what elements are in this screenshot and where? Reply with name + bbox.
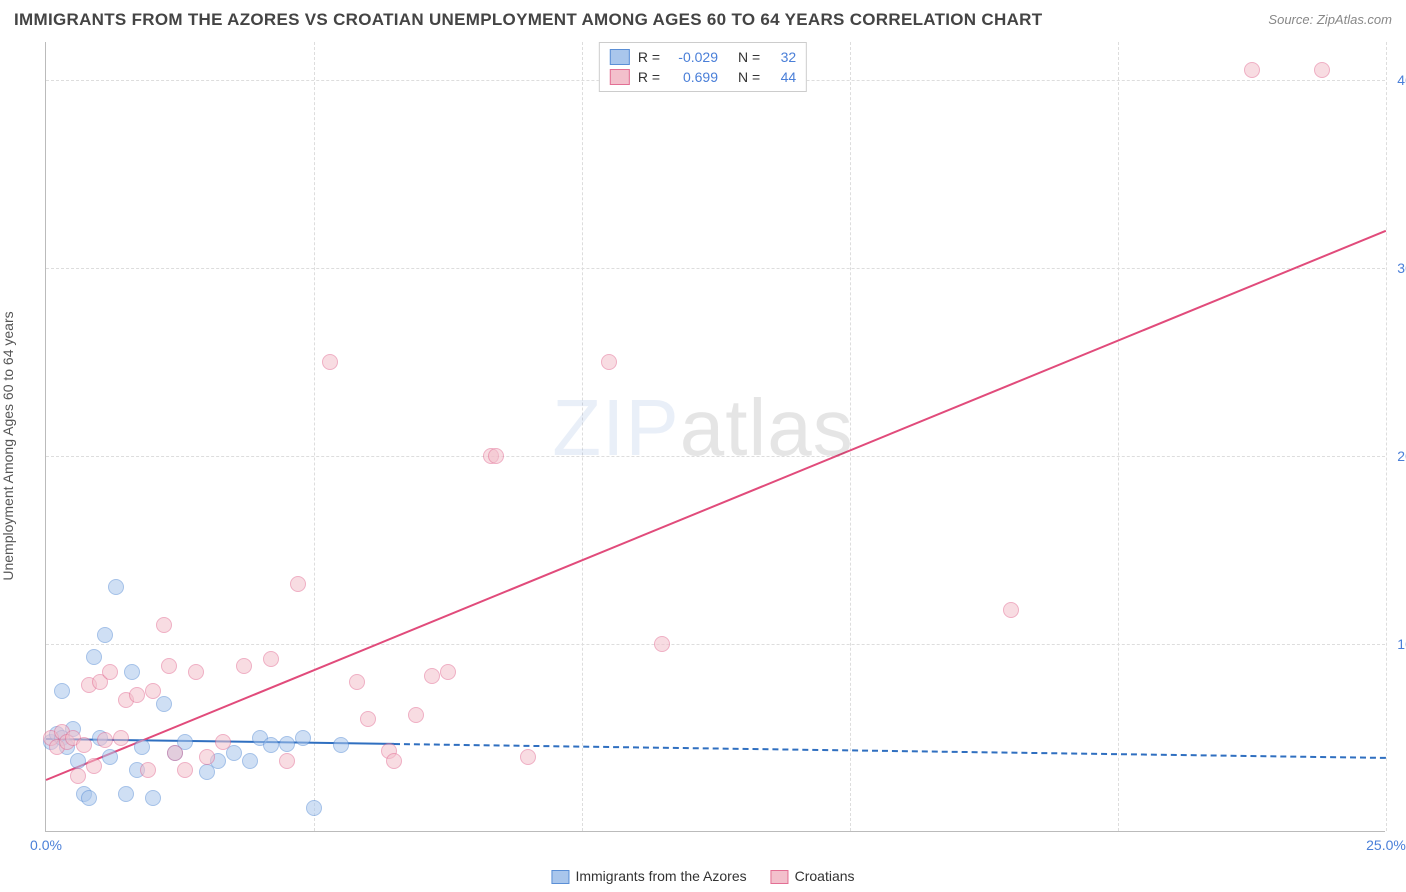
chart-title: IMMIGRANTS FROM THE AZORES VS CROATIAN U… <box>14 10 1042 30</box>
data-point <box>263 651 279 667</box>
gridline-v <box>314 42 315 831</box>
data-point <box>156 617 172 633</box>
source-attribution: Source: ZipAtlas.com <box>1268 12 1392 27</box>
data-point <box>349 674 365 690</box>
data-point <box>86 758 102 774</box>
data-point <box>601 354 617 370</box>
data-point <box>440 664 456 680</box>
legend-label: Immigrants from the Azores <box>575 868 746 884</box>
legend-item: Croatians <box>771 868 855 884</box>
x-tick-label: 0.0% <box>30 837 62 853</box>
data-point <box>140 762 156 778</box>
legend-item: Immigrants from the Azores <box>551 868 746 884</box>
data-point <box>1244 62 1260 78</box>
data-point <box>81 790 97 806</box>
data-point <box>70 753 86 769</box>
y-tick-label: 10.0% <box>1397 636 1406 652</box>
data-point <box>177 762 193 778</box>
data-point <box>488 448 504 464</box>
y-tick-label: 40.0% <box>1397 72 1406 88</box>
data-point <box>1003 602 1019 618</box>
data-point <box>520 749 536 765</box>
trend-line <box>46 230 1387 781</box>
gridline-h <box>46 268 1385 269</box>
data-point <box>102 664 118 680</box>
data-point <box>360 711 376 727</box>
y-tick-label: 20.0% <box>1397 448 1406 464</box>
data-point <box>161 658 177 674</box>
data-point <box>333 737 349 753</box>
gridline-v <box>850 42 851 831</box>
gridline-h <box>46 644 1385 645</box>
legend-label: Croatians <box>795 868 855 884</box>
scatter-chart: 10.0%20.0%30.0%40.0%0.0%25.0% <box>45 42 1385 832</box>
data-point <box>129 687 145 703</box>
r-label: R = <box>638 49 660 65</box>
r-value: 0.699 <box>668 69 718 85</box>
data-point <box>306 800 322 816</box>
data-point <box>167 745 183 761</box>
data-point <box>118 786 134 802</box>
data-point <box>113 730 129 746</box>
data-point <box>322 354 338 370</box>
n-value: 32 <box>768 49 796 65</box>
data-point <box>145 683 161 699</box>
data-point <box>279 753 295 769</box>
data-point <box>145 790 161 806</box>
data-point <box>54 683 70 699</box>
legend-row: R = -0.029 N = 32 <box>610 47 796 67</box>
data-point <box>108 579 124 595</box>
data-point <box>215 734 231 750</box>
data-point <box>424 668 440 684</box>
gridline-v <box>582 42 583 831</box>
data-point <box>199 749 215 765</box>
data-point <box>654 636 670 652</box>
n-value: 44 <box>768 69 796 85</box>
data-point <box>290 576 306 592</box>
legend-row: R = 0.699 N = 44 <box>610 67 796 87</box>
data-point <box>408 707 424 723</box>
gridline-v <box>1118 42 1119 831</box>
data-point <box>97 627 113 643</box>
data-point <box>242 753 258 769</box>
trend-line <box>394 743 1386 759</box>
n-label: N = <box>738 69 760 85</box>
legend-swatch <box>610 49 630 65</box>
data-point <box>70 768 86 784</box>
data-point <box>188 664 204 680</box>
data-point <box>263 737 279 753</box>
legend-swatch <box>610 69 630 85</box>
x-tick-label: 25.0% <box>1366 837 1406 853</box>
n-label: N = <box>738 49 760 65</box>
y-axis-label: Unemployment Among Ages 60 to 64 years <box>0 311 16 580</box>
data-point <box>156 696 172 712</box>
r-value: -0.029 <box>668 49 718 65</box>
data-point <box>86 649 102 665</box>
gridline-h <box>46 456 1385 457</box>
source-label: Source: <box>1268 12 1313 27</box>
data-point <box>279 736 295 752</box>
data-point <box>134 739 150 755</box>
legend-swatch <box>771 870 789 884</box>
gridline-v <box>1386 42 1387 831</box>
correlation-legend: R = -0.029 N = 32 R = 0.699 N = 44 <box>599 42 807 92</box>
data-point <box>97 732 113 748</box>
legend-swatch <box>551 870 569 884</box>
y-tick-label: 30.0% <box>1397 260 1406 276</box>
series-legend: Immigrants from the Azores Croatians <box>551 868 854 884</box>
source-value: ZipAtlas.com <box>1317 12 1392 27</box>
data-point <box>76 737 92 753</box>
data-point <box>1314 62 1330 78</box>
data-point <box>102 749 118 765</box>
data-point <box>124 664 140 680</box>
data-point <box>295 730 311 746</box>
data-point <box>386 753 402 769</box>
r-label: R = <box>638 69 660 85</box>
data-point <box>236 658 252 674</box>
